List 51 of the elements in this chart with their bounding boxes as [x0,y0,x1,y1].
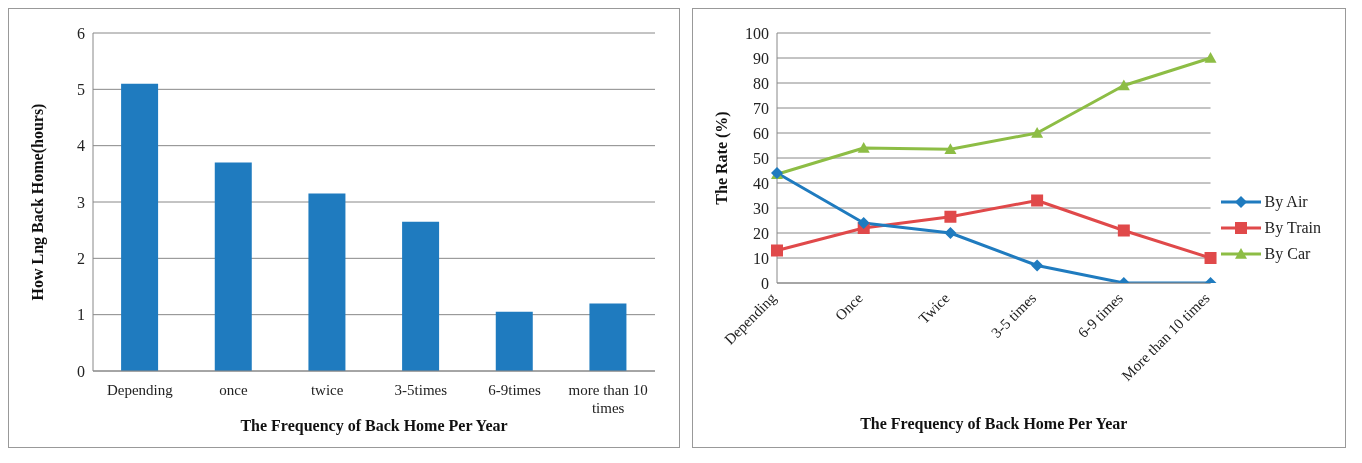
point [944,210,957,223]
bar [495,311,533,371]
y-tick-label: 0 [761,274,769,292]
y-tick-label: 4 [77,137,85,155]
x-axis-title: The Frequency of Back Home Per Year [240,417,508,435]
point [944,143,957,155]
y-tick-label: 20 [753,224,769,242]
y-tick-label: 60 [753,124,769,142]
point [771,244,783,257]
bar [308,193,346,371]
y-tick-label: 2 [77,250,85,268]
y-axis-title: How Lng Back Home(hours) [28,103,47,301]
legend-label: By Air [1264,193,1308,211]
legend-label: By Train [1264,219,1321,237]
x-tick-label: once [219,382,248,398]
y-tick-label: 0 [77,362,85,380]
bar [402,221,440,371]
x-tick-label: more than 10 times [568,382,648,416]
point [1031,259,1044,272]
y-tick-label: 80 [753,74,769,92]
point [857,217,870,229]
y-tick-label: 40 [753,174,769,192]
x-tick-label: 3-5times [394,382,448,398]
point [944,227,957,239]
point [1117,79,1130,91]
point [1031,194,1044,207]
point [1204,252,1217,264]
y-tick-label: 10 [753,249,769,267]
bar [589,303,627,371]
x-tick-label: 6-9times [488,382,541,398]
point [1031,127,1044,138]
x-tick-label: twice [310,382,344,398]
y-tick-label: 6 [77,24,85,42]
y-tick-label: 5 [77,81,85,99]
x-axis-title: The Frequency of Back Home Per Year [860,415,1128,433]
y-tick-label: 70 [753,99,769,117]
y-tick-label: 3 [77,193,85,211]
x-tick-label: Once [832,289,867,324]
y-tick-label: 1 [77,306,85,324]
y-tick-label: 100 [745,24,769,42]
y-tick-label: 50 [753,149,769,167]
y-tick-label: 30 [753,199,769,217]
bar [214,162,252,371]
y-axis-title: The Rate (%) [712,111,731,205]
point [1117,224,1130,237]
point [857,142,870,153]
bar [121,83,159,371]
x-tick-label: Depending [106,382,174,398]
point [1204,52,1217,63]
y-tick-label: 90 [753,49,769,67]
legend-label: By Car [1264,245,1311,263]
